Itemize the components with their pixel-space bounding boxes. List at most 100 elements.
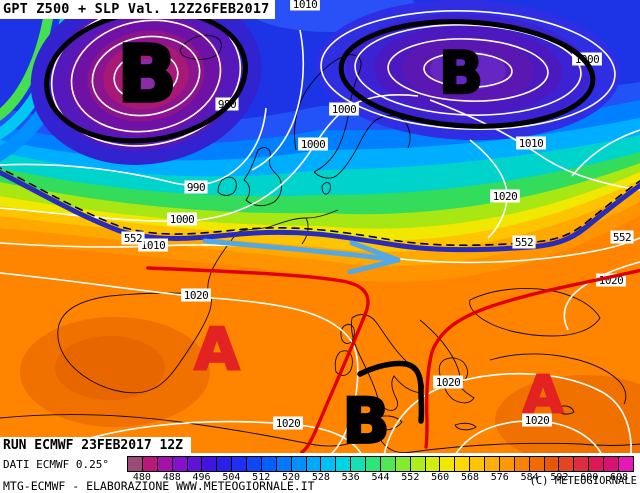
colorbar-tick: 520 <box>281 472 301 483</box>
colorbar-segment <box>306 457 321 471</box>
colorbar-tick: 560 <box>431 472 450 483</box>
trough-line-west <box>146 266 370 454</box>
pressure-labels: 9809901000100010001000101010101010102010… <box>121 0 634 430</box>
colorbar-segment <box>618 457 633 471</box>
svg-text:1020: 1020 <box>493 190 518 203</box>
svg-text:1020: 1020 <box>276 417 301 430</box>
colorbar-tick: 576 <box>490 472 509 483</box>
colorbar-segment <box>142 457 157 471</box>
colorbar-tick: 544 <box>371 472 390 483</box>
low-center-letter: B <box>117 30 176 120</box>
ne-low-ellipse <box>338 19 596 129</box>
colorbar-tick: 536 <box>341 472 360 483</box>
svg-text:1010: 1010 <box>141 239 166 252</box>
z500-label-chip: 552 <box>512 235 536 249</box>
svg-text:990: 990 <box>187 181 205 194</box>
colorbar <box>127 456 634 472</box>
colorbar-segment <box>604 457 618 471</box>
colorbar-segment <box>574 457 589 471</box>
colorbar-segment <box>247 457 261 471</box>
map-area: 980 990 1000 1000 1000 1000 1010 1010 1010 1020 10… <box>0 0 640 455</box>
svg-text:1000: 1000 <box>301 138 326 151</box>
svg-text:1020: 1020 <box>525 414 550 427</box>
slp-label-chip: 1010 <box>516 136 546 150</box>
colorbar-tick: 552 <box>401 472 420 483</box>
colorbar-segment <box>455 457 470 471</box>
colorbar-segment <box>470 457 484 471</box>
colorbar-segment <box>187 457 202 471</box>
colorbar-segment <box>128 457 142 471</box>
colorbar-segment <box>157 457 172 471</box>
colorbar-tick: 504 <box>222 472 241 483</box>
colorbar-tick: 568 <box>460 472 479 483</box>
colorbar-tick: 488 <box>162 472 181 483</box>
colorbar-segment <box>499 457 514 471</box>
z500-label-chip: 552 <box>121 231 145 245</box>
colorbar-segment <box>276 457 291 471</box>
colorbar-tick: 608 <box>610 472 629 483</box>
data-source-label: DATI ECMWF 0.25° <box>3 458 109 471</box>
colorbar-tick: 600 <box>580 472 599 483</box>
isobar-lines <box>0 5 640 455</box>
colorbar-segment <box>172 457 187 471</box>
slp-label-chip: 1020 <box>181 288 211 302</box>
flow-arrow-shaft <box>202 238 401 263</box>
colorbar-segment <box>440 457 455 471</box>
colorbar-segment <box>336 457 351 471</box>
high-center-letter: A <box>195 315 240 383</box>
flow-arrow-head <box>347 240 401 275</box>
colorbar-segment <box>351 457 365 471</box>
colorbar-segment <box>544 457 559 471</box>
colorbar-tick: 528 <box>311 472 330 483</box>
colorbar-tick: 512 <box>252 472 271 483</box>
colorbar-tick: 592 <box>550 472 569 483</box>
z500-label-chip: 552 <box>610 230 634 244</box>
svg-text:1010: 1010 <box>519 137 544 150</box>
svg-text:552: 552 <box>613 231 631 244</box>
high-center-letter: A <box>523 366 563 426</box>
slp-label-chip: 1000 <box>329 102 359 116</box>
slp-label-chip: 1010 <box>290 0 320 11</box>
colorbar-segment <box>321 457 336 471</box>
run-label: RUN ECMWF 23FEB2017 12Z <box>0 437 192 455</box>
slp-label-chip: 1000 <box>298 137 328 151</box>
low-center-letter: B <box>439 39 483 107</box>
slp-label-chip: 1000 <box>167 212 197 226</box>
colorbar-segment <box>529 457 544 471</box>
colorbar-segment <box>559 457 574 471</box>
colorbar-tick: 480 <box>132 472 151 483</box>
colorbar-segment <box>425 457 440 471</box>
chart-title: GPT Z500 + SLP Val. 12Z26FEB2017 <box>0 0 275 19</box>
colorbar-segment <box>217 457 232 471</box>
svg-text:1020: 1020 <box>436 376 461 389</box>
svg-text:1000: 1000 <box>170 213 195 226</box>
colorbar-segment <box>232 457 246 471</box>
colorbar-segment <box>261 457 276 471</box>
colorbar-segment <box>410 457 425 471</box>
attribution-label: MTG-ECMWF - ELABORAZIONE WWW.METEOGIORNA… <box>3 479 315 493</box>
svg-text:552: 552 <box>124 232 142 245</box>
colorbar-segment <box>395 457 410 471</box>
z500-color-field <box>0 0 640 455</box>
colorbar-ticks: 480 488 496 504 512 520 528 536 544 552 560 568 576 5… <box>127 472 634 483</box>
slp-label-chip: 1020 <box>490 189 520 203</box>
slp-label-chip: 990 <box>184 180 208 194</box>
low-center-letter: B <box>342 384 389 455</box>
hook-line <box>357 360 425 424</box>
colorbar-tick: 584 <box>520 472 539 483</box>
colorbar-segment <box>485 457 499 471</box>
jet-552-line <box>0 167 640 253</box>
slp-label-chip: 1010 <box>138 238 168 252</box>
svg-text:1000: 1000 <box>332 103 357 116</box>
colorbar-segment <box>380 457 395 471</box>
slp-label-chip: 1020 <box>433 375 463 389</box>
colorbar-segment <box>589 457 603 471</box>
slp-label-chip: 1020 <box>273 416 303 430</box>
slp-label-chip: 1020 <box>522 413 552 427</box>
colorbar-segment <box>514 457 529 471</box>
map-canvas: 9809901000100010001000101010101010102010… <box>0 0 640 455</box>
copyright-label: (C) METEOGIORNALE <box>529 475 637 487</box>
svg-text:1010: 1010 <box>293 0 318 11</box>
colorbar-segment <box>366 457 380 471</box>
